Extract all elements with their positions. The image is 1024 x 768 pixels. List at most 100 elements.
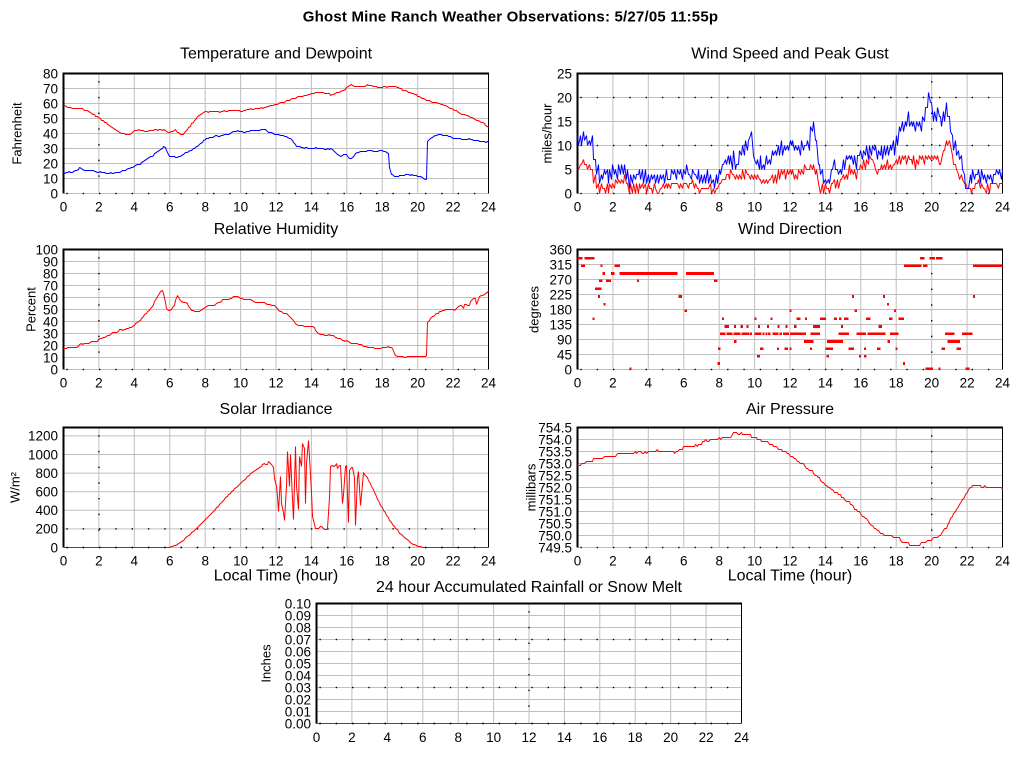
svg-text:Local Time (hour): Local Time (hour) [214,568,339,585]
svg-text:0.06: 0.06 [285,644,311,659]
svg-text:180: 180 [549,302,572,317]
svg-text:800: 800 [35,466,58,481]
svg-text:50: 50 [43,111,58,126]
svg-text:60: 60 [43,290,58,305]
svg-text:Inches: Inches [259,644,274,683]
svg-text:0: 0 [564,362,572,377]
svg-text:315: 315 [549,257,572,272]
svg-text:6: 6 [680,376,688,391]
svg-text:2: 2 [609,200,617,215]
svg-text:12: 12 [268,200,283,215]
svg-text:12: 12 [782,200,797,215]
svg-text:18: 18 [375,376,390,391]
svg-text:0: 0 [50,540,58,555]
svg-text:12: 12 [782,376,797,391]
svg-text:14: 14 [818,554,834,569]
svg-text:14: 14 [304,554,320,569]
svg-text:14: 14 [304,200,320,215]
svg-text:45: 45 [557,347,572,362]
svg-text:14: 14 [818,200,834,215]
svg-text:70: 70 [43,278,58,293]
svg-text:Wind Direction: Wind Direction [738,221,842,238]
svg-text:40: 40 [43,314,58,329]
svg-text:Relative Humidity: Relative Humidity [214,221,338,238]
svg-text:4: 4 [384,730,392,745]
svg-text:2: 2 [95,554,103,569]
svg-text:4: 4 [131,376,139,391]
svg-text:80: 80 [43,66,58,81]
svg-text:4: 4 [645,376,653,391]
svg-text:20: 20 [410,376,425,391]
svg-text:millibars: millibars [524,463,539,511]
svg-text:24: 24 [734,730,750,745]
svg-text:14: 14 [818,376,834,391]
svg-text:8: 8 [715,554,723,569]
svg-text:0: 0 [574,200,582,215]
svg-text:10: 10 [747,554,762,569]
svg-text:0: 0 [313,730,321,745]
svg-text:751.5: 751.5 [538,492,572,507]
svg-text:15: 15 [557,114,572,129]
svg-text:2: 2 [609,554,617,569]
svg-text:10: 10 [43,171,58,186]
svg-text:Solar Irradiance: Solar Irradiance [220,401,333,418]
svg-text:2: 2 [95,200,103,215]
svg-text:90: 90 [43,254,58,269]
svg-text:50: 50 [43,302,58,317]
svg-text:8: 8 [201,200,209,215]
svg-text:8: 8 [201,554,209,569]
svg-text:753.0: 753.0 [538,456,572,471]
svg-text:Percent: Percent [24,287,39,332]
svg-text:24: 24 [995,376,1011,391]
svg-text:12: 12 [782,554,797,569]
svg-text:6: 6 [419,730,427,745]
svg-text:18: 18 [889,376,904,391]
svg-text:8: 8 [715,376,723,391]
svg-text:10: 10 [486,730,501,745]
svg-text:750.0: 750.0 [538,528,572,543]
svg-text:Temperature and Dewpoint: Temperature and Dewpoint [180,46,373,63]
svg-text:14: 14 [304,376,320,391]
svg-text:degrees: degrees [527,286,542,333]
svg-text:10: 10 [747,200,762,215]
svg-text:0.02: 0.02 [285,692,311,707]
svg-text:752.0: 752.0 [538,480,572,495]
svg-text:10: 10 [233,376,248,391]
svg-text:749.5: 749.5 [538,540,572,555]
svg-text:400: 400 [35,503,58,518]
svg-text:24: 24 [995,554,1011,569]
svg-text:miles/hour: miles/hour [540,103,555,164]
svg-text:18: 18 [375,554,390,569]
svg-text:0: 0 [50,362,58,377]
svg-text:4: 4 [131,200,139,215]
svg-text:4: 4 [645,554,653,569]
svg-text:16: 16 [339,376,354,391]
svg-text:24: 24 [995,200,1011,215]
svg-text:16: 16 [853,376,868,391]
svg-text:6: 6 [166,376,174,391]
svg-text:30: 30 [43,326,58,341]
svg-text:Ghost Mine Ranch Weather Obser: Ghost Mine Ranch Weather Observations: 5… [303,9,718,26]
svg-text:Local Time (hour): Local Time (hour) [728,568,853,585]
svg-text:5: 5 [564,162,572,177]
svg-text:0.08: 0.08 [285,620,311,635]
svg-text:4: 4 [645,200,653,215]
svg-text:0.07: 0.07 [285,632,311,647]
svg-text:22: 22 [446,200,461,215]
svg-text:20: 20 [410,554,425,569]
svg-text:16: 16 [592,730,607,745]
svg-text:10: 10 [233,200,248,215]
svg-text:270: 270 [549,272,572,287]
svg-text:12: 12 [268,376,283,391]
svg-text:0.10: 0.10 [285,596,311,611]
svg-text:8: 8 [201,376,209,391]
svg-text:22: 22 [960,554,975,569]
svg-text:754.0: 754.0 [538,432,572,447]
svg-text:12: 12 [268,554,283,569]
svg-text:60: 60 [43,96,58,111]
svg-text:16: 16 [853,554,868,569]
svg-text:W/m²: W/m² [8,471,23,503]
svg-text:40: 40 [43,126,58,141]
svg-text:14: 14 [557,730,573,745]
svg-text:Air Pressure: Air Pressure [746,401,834,418]
